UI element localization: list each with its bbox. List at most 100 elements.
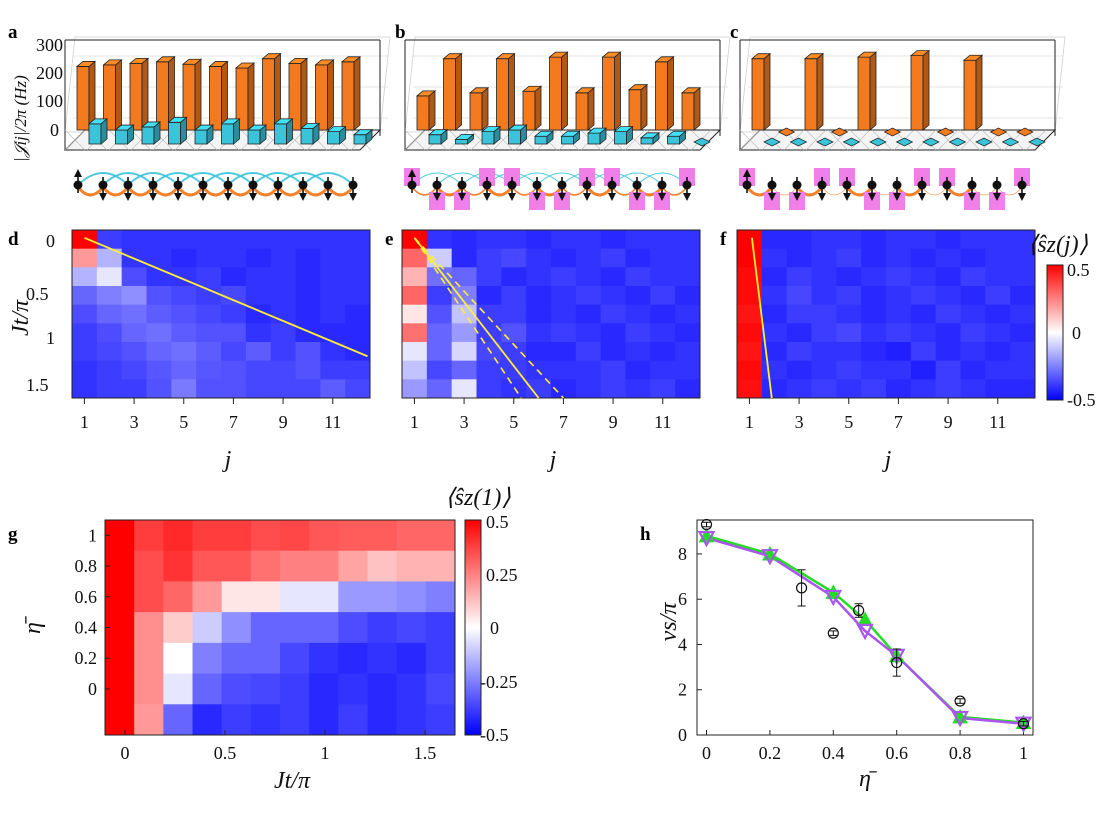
heat-cell bbox=[625, 304, 651, 324]
heat-cell bbox=[396, 520, 427, 552]
orange-bar-top bbox=[261, 53, 282, 60]
heat-cell bbox=[295, 230, 321, 250]
spin-down-arrowhead bbox=[324, 193, 332, 201]
e-xticks: 1 3 5 7 9 11 bbox=[410, 398, 671, 432]
orange-bar-flat bbox=[830, 127, 849, 137]
orange-bar-side bbox=[247, 62, 255, 131]
ytick-label: 8 bbox=[678, 544, 687, 564]
heat-cell bbox=[575, 323, 602, 343]
heat-cell bbox=[985, 286, 1011, 306]
heat-cell bbox=[402, 342, 428, 362]
heat-cell bbox=[196, 230, 222, 250]
orange-bar-side bbox=[614, 51, 621, 131]
nn-arc bbox=[411, 186, 438, 196]
nn-arc bbox=[611, 186, 638, 196]
heat-cell bbox=[737, 248, 763, 268]
orange-bar bbox=[963, 59, 977, 131]
coupling-ylabel: |𝒥ij|/2π (Hz) bbox=[11, 75, 30, 162]
cyan-bar-top bbox=[666, 130, 687, 137]
cyan-bar-flat bbox=[789, 137, 808, 147]
heat-cell bbox=[476, 248, 502, 268]
heat-cell bbox=[985, 360, 1011, 380]
heat-cell bbox=[910, 286, 937, 306]
orange-bar bbox=[655, 61, 668, 131]
cyan-bar-top bbox=[352, 129, 374, 136]
cbar-g-tick-0.25: 0.25 bbox=[486, 565, 518, 585]
heat-cell bbox=[526, 286, 552, 306]
heat-cell bbox=[196, 304, 222, 324]
heat-cell bbox=[575, 248, 602, 268]
cyan-bar bbox=[115, 129, 128, 145]
cbar-g-tick--0.25: -0.25 bbox=[480, 672, 518, 692]
heat-cell bbox=[163, 520, 193, 552]
heat-cell bbox=[861, 304, 887, 324]
orange-bar-top bbox=[155, 56, 176, 63]
heat-cell bbox=[886, 248, 912, 268]
heat-cell bbox=[245, 267, 272, 287]
heat-cell bbox=[171, 286, 197, 306]
heat-cell bbox=[309, 642, 339, 675]
nn-arc bbox=[945, 186, 974, 197]
ytick-label: 0 bbox=[678, 725, 687, 745]
orange-bar-top bbox=[574, 87, 596, 94]
cyan-bar-flat bbox=[869, 137, 887, 147]
heat-cell bbox=[196, 360, 222, 380]
circle-marker bbox=[954, 695, 966, 707]
d-ytick-0.5: 0.5 bbox=[26, 284, 49, 304]
heat-cell bbox=[250, 673, 281, 705]
heat-cell bbox=[501, 379, 527, 399]
heat-cell bbox=[196, 342, 222, 362]
heat-cell bbox=[985, 304, 1011, 324]
orange-bar-top bbox=[601, 51, 622, 58]
heat-cell bbox=[526, 304, 552, 324]
heat-cell bbox=[280, 550, 310, 582]
xtick-label: 11 bbox=[654, 412, 671, 432]
nnn-arc bbox=[277, 172, 329, 186]
heat-cell bbox=[146, 286, 172, 306]
heat-cell bbox=[551, 267, 577, 287]
heat-cell bbox=[426, 230, 453, 250]
heatmap-g bbox=[104, 519, 456, 736]
heat-cell bbox=[600, 248, 626, 268]
spin-up-arrowhead bbox=[743, 169, 751, 177]
d-ytick-0: 0 bbox=[46, 231, 55, 251]
cyan-bar-top bbox=[507, 124, 528, 131]
heat-cell bbox=[121, 342, 147, 362]
orange-bar-flat bbox=[989, 127, 1008, 137]
heat-cell bbox=[960, 379, 986, 399]
xtick-label: 1 bbox=[410, 412, 419, 432]
heat-cell bbox=[501, 323, 527, 343]
spin-down-arrowhead bbox=[683, 193, 691, 201]
nnn-arc bbox=[252, 172, 304, 186]
heat-cell bbox=[935, 360, 961, 380]
plot-h: 0 0.2 0.4 0.6 0.8 1 0 2 4 6 8 bbox=[678, 518, 1034, 763]
panel-label-d: d bbox=[8, 229, 19, 250]
nnn-arc bbox=[77, 172, 129, 186]
heat-cell bbox=[295, 248, 321, 268]
heat-cell bbox=[426, 379, 453, 399]
heat-cell bbox=[600, 267, 626, 287]
heat-cell bbox=[171, 342, 197, 362]
heat-cell bbox=[425, 642, 456, 675]
orange-bar bbox=[804, 58, 818, 131]
orange-bar-side bbox=[194, 58, 202, 131]
heat-cell bbox=[886, 342, 912, 362]
heat-cell bbox=[221, 267, 247, 287]
heat-cell bbox=[600, 286, 626, 306]
heat-cell bbox=[811, 267, 837, 287]
heat-cell bbox=[146, 342, 172, 362]
heat-cell bbox=[737, 360, 763, 380]
xtick-label: 0.2 bbox=[759, 743, 782, 763]
spin-chain-a bbox=[73, 169, 358, 201]
heat-cell bbox=[221, 704, 252, 736]
heat-cell bbox=[1010, 304, 1036, 324]
nn-arc bbox=[126, 186, 155, 197]
orange-bar bbox=[496, 58, 509, 131]
cyan-bar-top bbox=[273, 118, 294, 125]
g-xlabel: Jt/π bbox=[274, 768, 311, 794]
panel-c-bars bbox=[738, 36, 1066, 151]
heat-cell bbox=[476, 267, 502, 287]
orange-bar-side bbox=[115, 59, 122, 131]
heat-cell bbox=[171, 360, 197, 380]
heat-cell bbox=[910, 323, 937, 343]
